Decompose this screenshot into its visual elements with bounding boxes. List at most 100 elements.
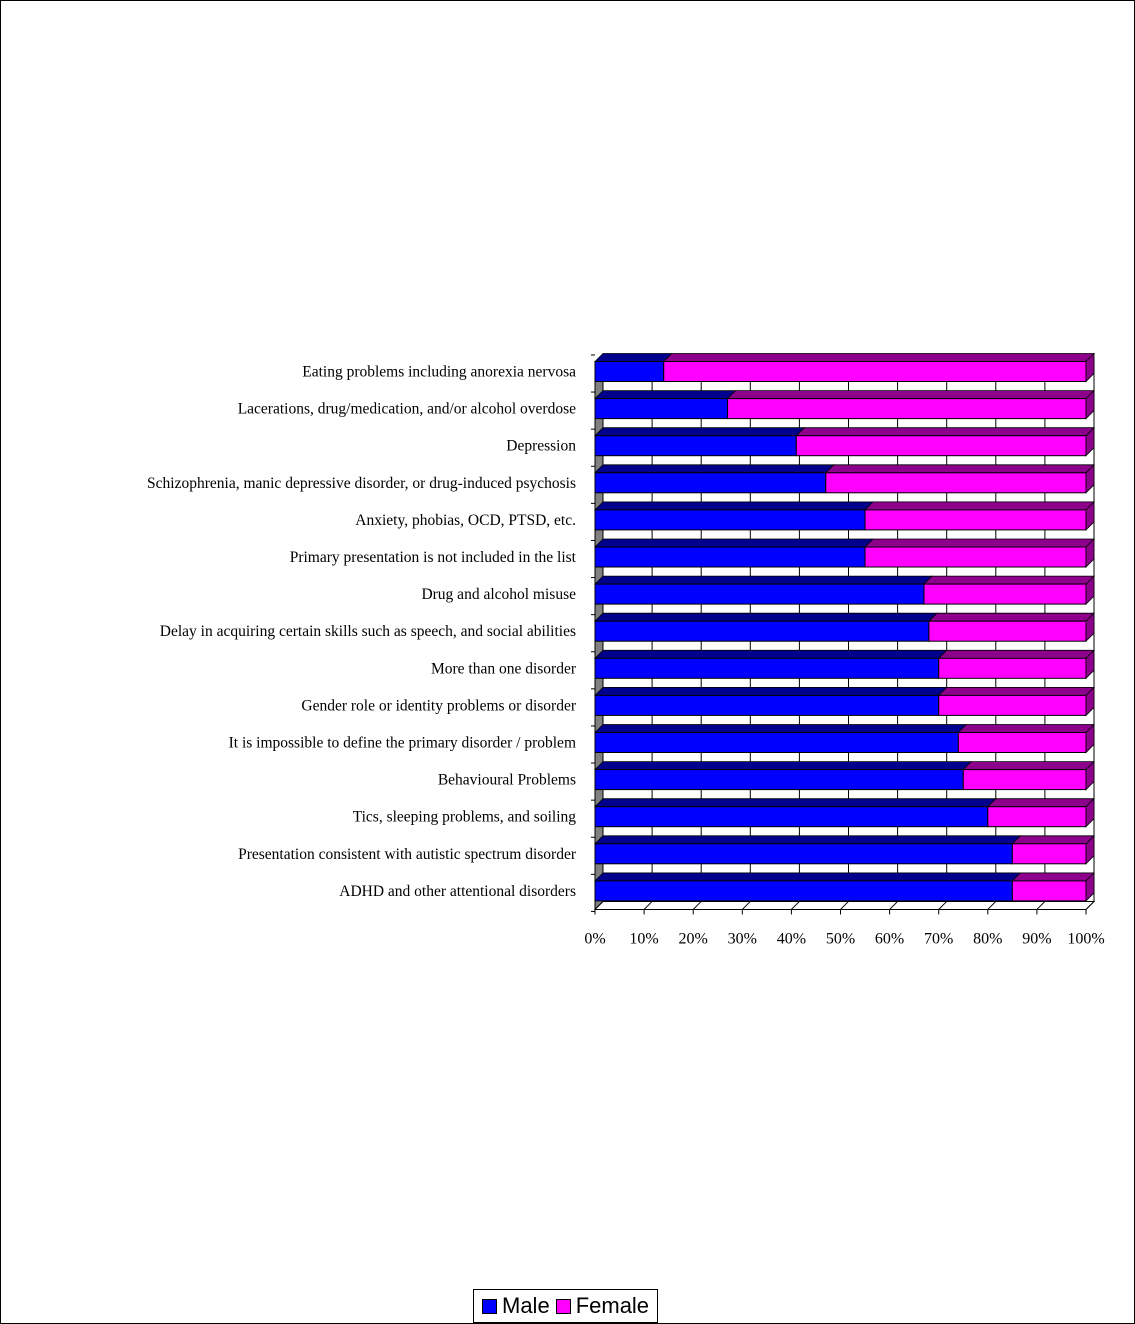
bar-top-female <box>927 612 1095 622</box>
floor-gridline <box>741 901 751 910</box>
category-label: Gender role or identity problems or diso… <box>301 697 576 714</box>
bar-female <box>962 769 1087 791</box>
bar-top-female <box>962 761 1095 770</box>
bar-male <box>594 472 827 494</box>
x-tick-label: 30% <box>728 930 757 947</box>
bar-female <box>727 398 1087 420</box>
floor-gridline <box>594 901 604 910</box>
category-label: Delay in acquiring certain skills such a… <box>160 623 576 640</box>
category-label: ADHD and other attentional disorders <box>339 883 576 900</box>
category-label: Drug and alcohol misuse <box>421 586 576 603</box>
bar-top-female <box>662 353 1095 362</box>
x-tick-label: 40% <box>777 930 806 947</box>
floor-gridline <box>938 901 948 910</box>
bar-side-female <box>1085 723 1095 754</box>
bar-top-female <box>795 427 1095 437</box>
floor-gridline <box>889 901 898 910</box>
bar-female <box>825 472 1087 494</box>
bar-male <box>594 769 964 791</box>
category-label: It is impossible to define the primary d… <box>229 735 576 752</box>
floor-gridline <box>987 901 997 910</box>
floor-gridline <box>791 901 800 910</box>
category-label: Schizophrenia, manic depressive disorder… <box>147 475 576 492</box>
bar-top-male <box>594 724 968 733</box>
category-label: Depression <box>506 438 576 455</box>
bar-female <box>1011 880 1087 902</box>
floor-gridline <box>840 901 849 910</box>
x-tick-label: 20% <box>679 930 708 947</box>
legend: Male Female <box>473 1289 659 1323</box>
bar-male <box>594 880 1013 902</box>
bar-top-male <box>594 390 737 400</box>
bar-top-female <box>937 649 1095 659</box>
bar-female <box>864 546 1087 568</box>
bar-male <box>594 620 930 642</box>
bar-side-female <box>1085 612 1095 643</box>
legend-label-female: Female <box>575 1293 650 1318</box>
bar-top-male <box>594 464 835 474</box>
bar-top-male <box>594 872 1022 882</box>
bar-side-female <box>1085 760 1095 791</box>
bar-top-male <box>594 649 948 659</box>
bar-side-female <box>1085 649 1095 680</box>
x-tick-label: 50% <box>826 930 855 947</box>
bar-series <box>594 352 1095 902</box>
bar-female <box>864 509 1087 531</box>
bar-side-female <box>1085 389 1095 420</box>
category-label: Anxiety, phobias, OCD, PTSD, etc. <box>355 512 576 529</box>
x-tick-label: 80% <box>973 930 1002 947</box>
x-axis-tick-labels: 0% 10% 20% 30% 40% 50% 60% 70% 80% 90% 100% <box>584 930 1104 947</box>
legend-item-female: Female <box>555 1293 650 1319</box>
x-tick-label: 60% <box>875 930 904 947</box>
bar-male <box>594 657 940 679</box>
floor-gridline <box>692 901 702 910</box>
bar-female <box>1011 843 1087 865</box>
x-tick-label: 10% <box>629 930 658 947</box>
bar-top-female <box>923 575 1095 585</box>
bar-top-male <box>594 612 938 622</box>
bar-side-female <box>1085 500 1095 531</box>
bar-side-female <box>1085 538 1095 568</box>
category-label: Primary presentation is not included in … <box>290 549 577 566</box>
category-label: Tics, sleeping problems, and soiling <box>353 809 577 826</box>
bar-male <box>594 843 1013 865</box>
bar-top-female <box>937 687 1095 696</box>
bar-male <box>594 806 989 828</box>
bar-side-female <box>1085 686 1095 717</box>
bar-female <box>938 694 1087 716</box>
x-tick-label: 70% <box>924 930 953 947</box>
bar-male <box>594 546 866 568</box>
bar-male <box>594 694 940 716</box>
bar-side-female <box>1085 463 1095 494</box>
bar-male <box>594 732 959 753</box>
bar-male <box>594 435 797 457</box>
legend-label-male: Male <box>502 1293 550 1318</box>
bar-top-female <box>986 798 1095 808</box>
bar-top-male <box>594 353 673 362</box>
bar-female <box>795 435 1087 457</box>
category-labels: Eating problems including anorexia nervo… <box>147 364 577 900</box>
x-tick-label: 100% <box>1067 930 1104 947</box>
bar-top-female <box>957 724 1095 733</box>
bar-top-female <box>1011 872 1095 882</box>
bar-male <box>594 583 925 605</box>
floor-gridline <box>643 901 653 910</box>
bar-side-female <box>1085 575 1095 606</box>
bar-top-male <box>594 761 973 770</box>
x-tick-label: 90% <box>1022 930 1051 947</box>
bar-top-female <box>864 538 1095 548</box>
legend-swatch-male <box>482 1298 497 1314</box>
bar-top-male <box>594 538 875 548</box>
category-label: More than one disorder <box>431 660 577 677</box>
bar-side-female <box>1085 834 1095 865</box>
bar-side-female <box>1085 871 1095 902</box>
category-label: Lacerations, drug/medication, and/or alc… <box>238 401 576 418</box>
bar-female <box>663 361 1087 382</box>
bar-female <box>987 806 1087 828</box>
bar-side-female <box>1085 426 1095 457</box>
category-label: Eating problems including anorexia nervo… <box>302 364 576 381</box>
bar-top-male <box>594 427 806 437</box>
bar-top-male <box>594 798 997 808</box>
